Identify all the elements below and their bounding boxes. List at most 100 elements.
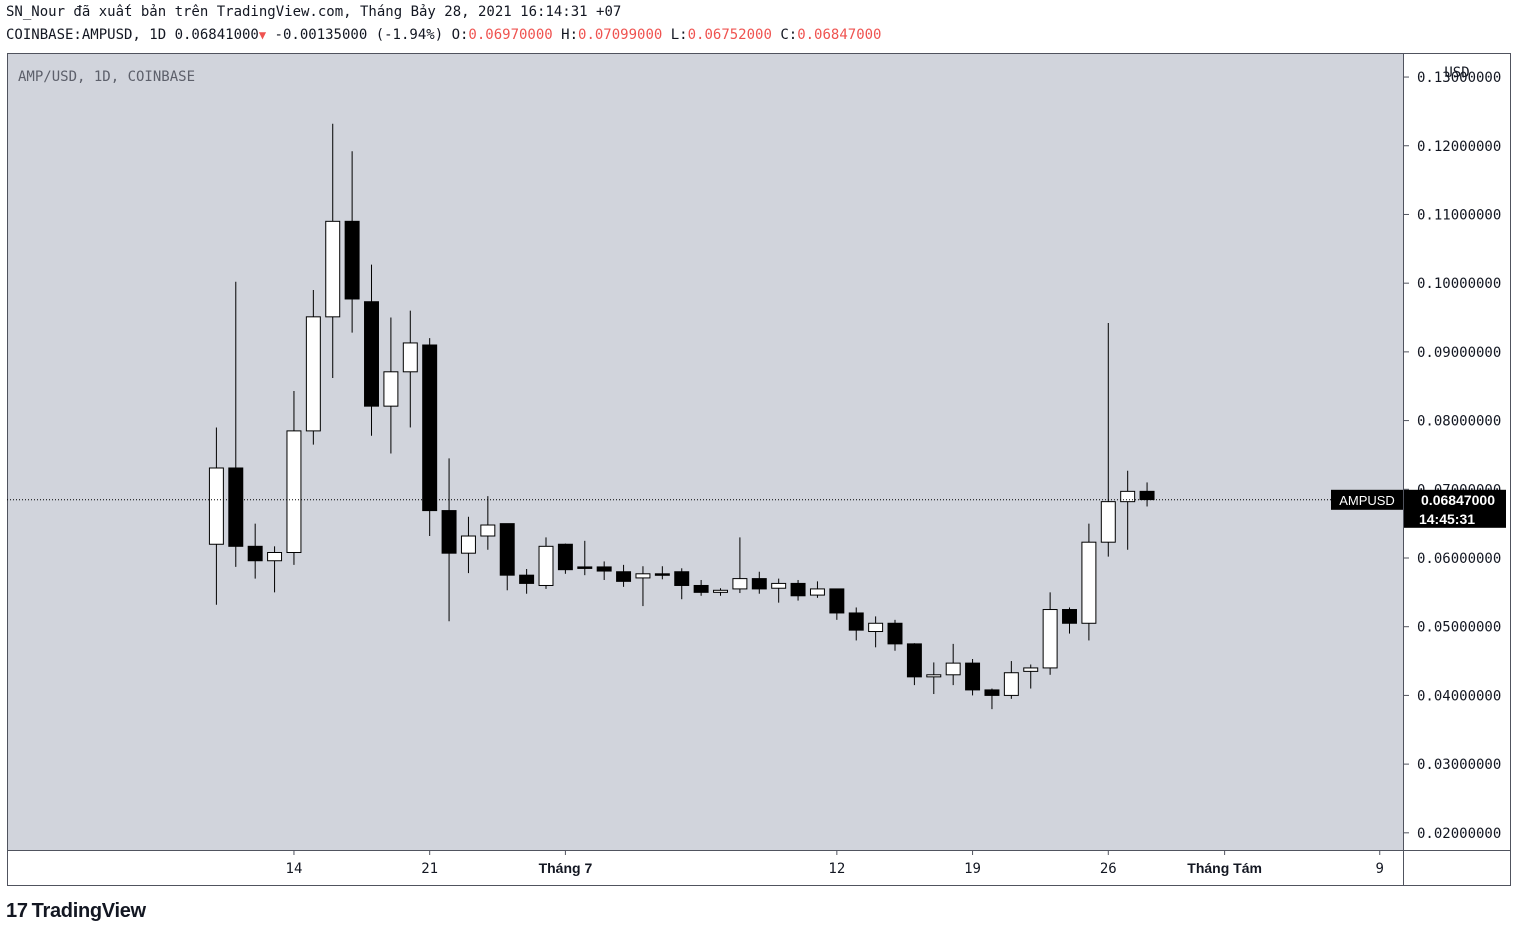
plot-area — [7, 53, 1403, 850]
candle-body — [1120, 490, 1136, 503]
candle — [848, 607, 864, 641]
candles-group — [208, 123, 1155, 710]
price-badge-value: 0.06847000 — [1421, 492, 1495, 508]
candle-body — [771, 582, 787, 589]
symbol-ohlc-line: COINBASE:AMPUSD, 1D 0.06841000▼ -0.00135… — [6, 27, 882, 43]
candle-body — [538, 545, 554, 586]
x-tick-label: Tháng Tám — [1187, 860, 1262, 876]
y-tick-label: 0.06000000 — [1417, 551, 1501, 567]
price-badge-countdown: 14:45:31 — [1419, 511, 1475, 527]
candle-body — [713, 589, 728, 593]
candle-body — [809, 588, 825, 596]
y-tick-label: 0.08000000 — [1417, 414, 1501, 430]
currency-label: USD — [1444, 65, 1469, 81]
candle-body — [364, 301, 379, 407]
publish-info: SN_Nour đã xuất bản trên TradingView.com… — [6, 4, 622, 20]
chart-title: AMP/USD, 1D, COINBASE — [18, 69, 195, 85]
candle — [480, 496, 496, 550]
symbol-info: COINBASE:AMPUSD, 1D 0.06841000 — [6, 27, 259, 43]
candle-body — [1081, 541, 1097, 624]
tradingview-logo[interactable]: 17 TradingView — [6, 900, 146, 923]
candle-body — [906, 643, 922, 678]
candle — [1042, 592, 1058, 675]
x-tick-label: 14 — [286, 861, 303, 877]
candle — [713, 588, 728, 596]
x-tick-label: 26 — [1100, 861, 1117, 877]
down-arrow-icon: ▼ — [258, 28, 267, 42]
candle — [771, 578, 787, 603]
candle — [344, 151, 360, 333]
candle — [1003, 661, 1019, 699]
candle — [577, 540, 593, 576]
candle-body — [208, 467, 224, 545]
x-tick-label: 19 — [964, 861, 981, 877]
candle-body — [848, 612, 864, 631]
price-badge-bg — [1404, 489, 1506, 528]
y-tick-label: 0.10000000 — [1417, 276, 1501, 292]
high-label: H: — [561, 27, 579, 43]
y-tick-label: 0.11000000 — [1417, 207, 1501, 223]
low-label: L: — [670, 27, 688, 43]
candle-body — [887, 622, 903, 645]
candle-body — [402, 342, 418, 373]
y-tick-label: 0.12000000 — [1417, 139, 1501, 155]
candle-body — [790, 582, 806, 597]
candle-body — [596, 566, 612, 572]
open-value: 0.06970000 — [468, 27, 553, 43]
high-value: 0.07099000 — [578, 27, 663, 43]
tradingview-logo-icon: 17 — [6, 900, 28, 922]
candle-body — [480, 524, 496, 537]
candle-body — [344, 220, 360, 300]
x-tick-label: 21 — [421, 861, 438, 877]
candle — [402, 310, 418, 428]
candle — [441, 458, 457, 622]
candle — [383, 317, 399, 454]
candle — [208, 427, 224, 605]
candle — [305, 290, 321, 445]
candle-body — [441, 510, 457, 554]
candle — [829, 588, 845, 620]
candle — [887, 619, 903, 651]
candle-body — [305, 316, 321, 432]
chart-frame — [7, 53, 1511, 886]
candle-body — [557, 543, 573, 571]
candle — [654, 566, 670, 580]
candle — [596, 561, 612, 580]
candle — [790, 579, 806, 601]
candle — [1081, 523, 1097, 641]
candle — [247, 523, 263, 579]
candle-body — [1042, 609, 1058, 669]
candle — [364, 264, 379, 436]
candle — [809, 581, 825, 598]
candle — [519, 568, 535, 594]
candle — [557, 543, 573, 574]
candle-body — [868, 622, 884, 633]
candle — [228, 281, 244, 567]
last-price-badge: AMPUSD 0.06847000 14:45:31 — [1331, 489, 1506, 528]
x-tick-label: Tháng 7 — [539, 860, 593, 876]
candle-body — [325, 220, 341, 318]
candle-body — [228, 467, 244, 547]
x-tick-label: 12 — [828, 861, 845, 877]
candle-body — [926, 674, 942, 678]
candle — [538, 537, 554, 589]
candle-body — [616, 571, 632, 582]
candle — [499, 523, 515, 591]
candle — [286, 391, 302, 565]
open-label: O: — [451, 27, 469, 43]
symbol-badge-label: AMPUSD — [1339, 493, 1395, 508]
candle-body — [732, 578, 748, 590]
candle — [616, 564, 632, 587]
candle-body — [945, 662, 961, 676]
close-label: C: — [780, 27, 798, 43]
candle — [635, 566, 651, 607]
candle — [945, 643, 961, 686]
candle-body — [635, 573, 651, 579]
y-tick-label: 0.04000000 — [1417, 688, 1501, 704]
y-tick-label: 0.05000000 — [1417, 620, 1501, 636]
candle — [693, 579, 709, 596]
candle-body — [1003, 672, 1019, 696]
tradingview-logo-text: TradingView — [31, 900, 146, 922]
candle-body — [751, 578, 767, 590]
